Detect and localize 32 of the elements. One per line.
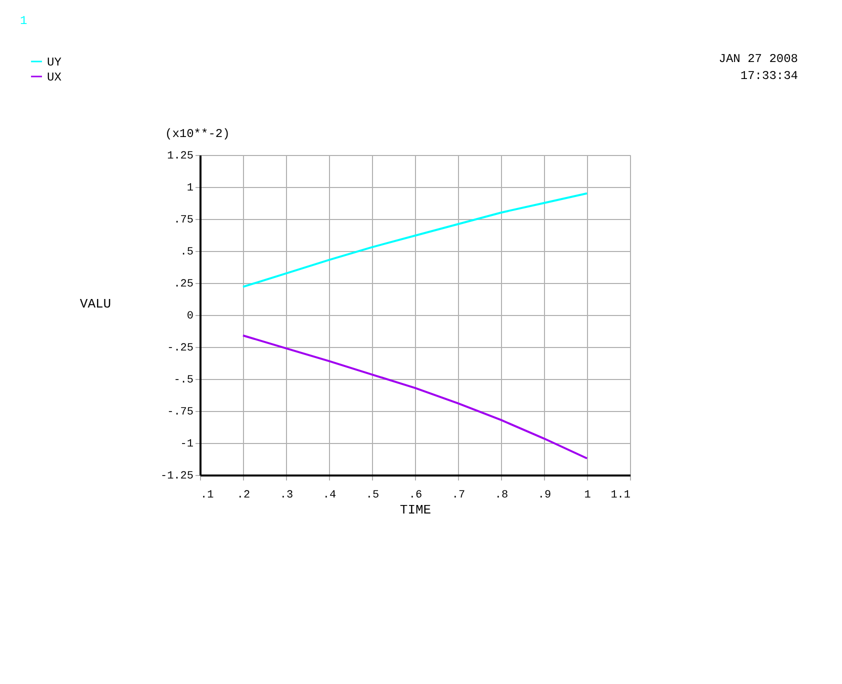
y-tick-label: .5 [180,246,194,258]
y-tick-label: .75 [174,214,194,226]
line-series [242,334,588,460]
x-tick-label: .3 [280,490,294,502]
x-tick-label: .9 [538,490,552,502]
x-tick-label: .1 [200,490,214,502]
x-tick-label: .7 [452,490,466,502]
x-tick-label: 1.1 [610,490,631,502]
y-tick-label: 1.25 [167,150,194,162]
x-axis-title: TIME [400,502,432,518]
legend-label: UX [47,70,62,84]
y-tick-label: 0 [186,310,194,322]
x-tick-label: .6 [408,490,422,502]
x-tick-label: .2 [236,490,250,502]
text: JAN 27 2008 [718,52,798,66]
y-tick-label: .25 [174,278,194,290]
x-tick-label: .8 [494,490,508,502]
legend-label: UY [47,56,62,70]
y-tick-label: -1 [180,438,194,450]
text: 1 [20,14,28,28]
line-series [242,192,588,288]
y-tick-label: -.25 [167,342,194,354]
x-tick-label: 1 [584,490,592,502]
y-tick-label: -1.25 [160,470,194,482]
text: (x10**-2) [165,127,230,141]
x-tick-label: .5 [366,490,380,502]
x-tick-label: .4 [322,490,336,502]
y-axis-title: VALU [80,296,112,312]
y-tick-label: -.5 [174,374,194,386]
text: 17:33:34 [740,69,798,83]
y-tick-label: 1 [186,182,194,194]
y-tick-label: -.75 [167,406,194,418]
